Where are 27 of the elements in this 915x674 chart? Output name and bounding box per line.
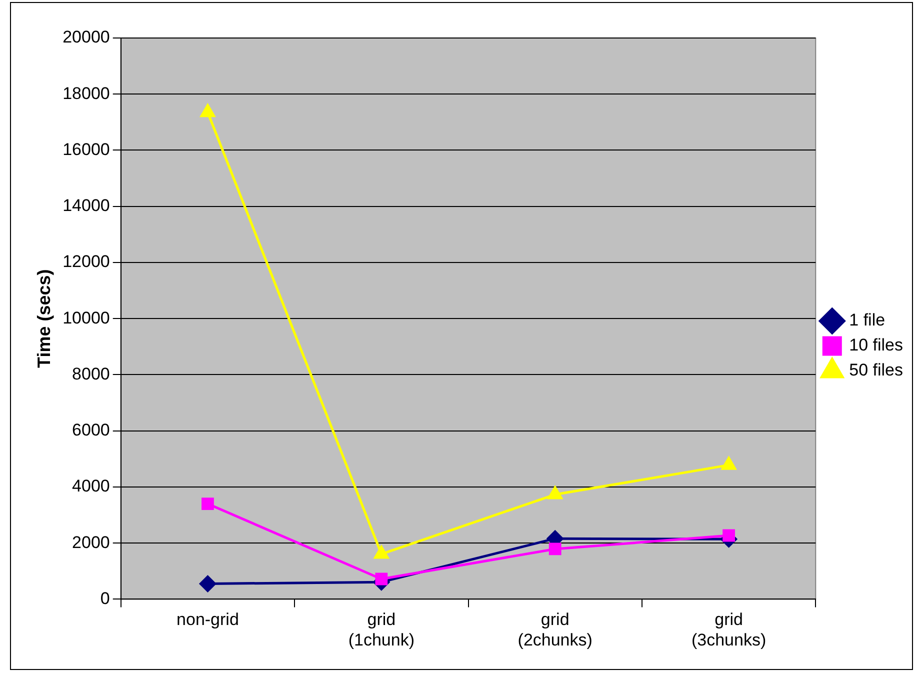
point <box>202 498 214 510</box>
x-tick-label: grid (2chunks) <box>518 610 592 650</box>
x-tick-label: non-grid <box>176 610 239 630</box>
x-tick-label: grid (3chunks) <box>691 610 766 650</box>
y-tick-label: 4000 <box>72 476 110 496</box>
legend-label: 1 file <box>849 310 886 330</box>
y-axis-title: Time (secs) <box>34 269 54 368</box>
y-tick-label: 20000 <box>62 28 110 47</box>
y-tick-label: 16000 <box>62 140 110 159</box>
y-tick-label: 0 <box>100 588 110 608</box>
y-tick-label: 12000 <box>62 252 110 272</box>
point <box>199 576 216 592</box>
y-tick-label: 10000 <box>62 308 110 328</box>
point <box>375 572 388 586</box>
y-tick-label: 14000 <box>62 196 110 216</box>
legend-label: 10 files <box>849 336 904 355</box>
point <box>722 529 735 542</box>
point <box>200 104 216 118</box>
y-tick-label: 18000 <box>62 84 110 103</box>
y-tick-label: 8000 <box>72 364 110 384</box>
legend-label: 50 files <box>849 360 904 380</box>
x-tick-label: grid (1chunk) <box>348 610 414 650</box>
point <box>548 542 562 556</box>
point <box>548 486 562 500</box>
y-tick-label: 2000 <box>72 532 110 552</box>
y-tick-label: 6000 <box>72 420 110 440</box>
point <box>721 456 736 470</box>
